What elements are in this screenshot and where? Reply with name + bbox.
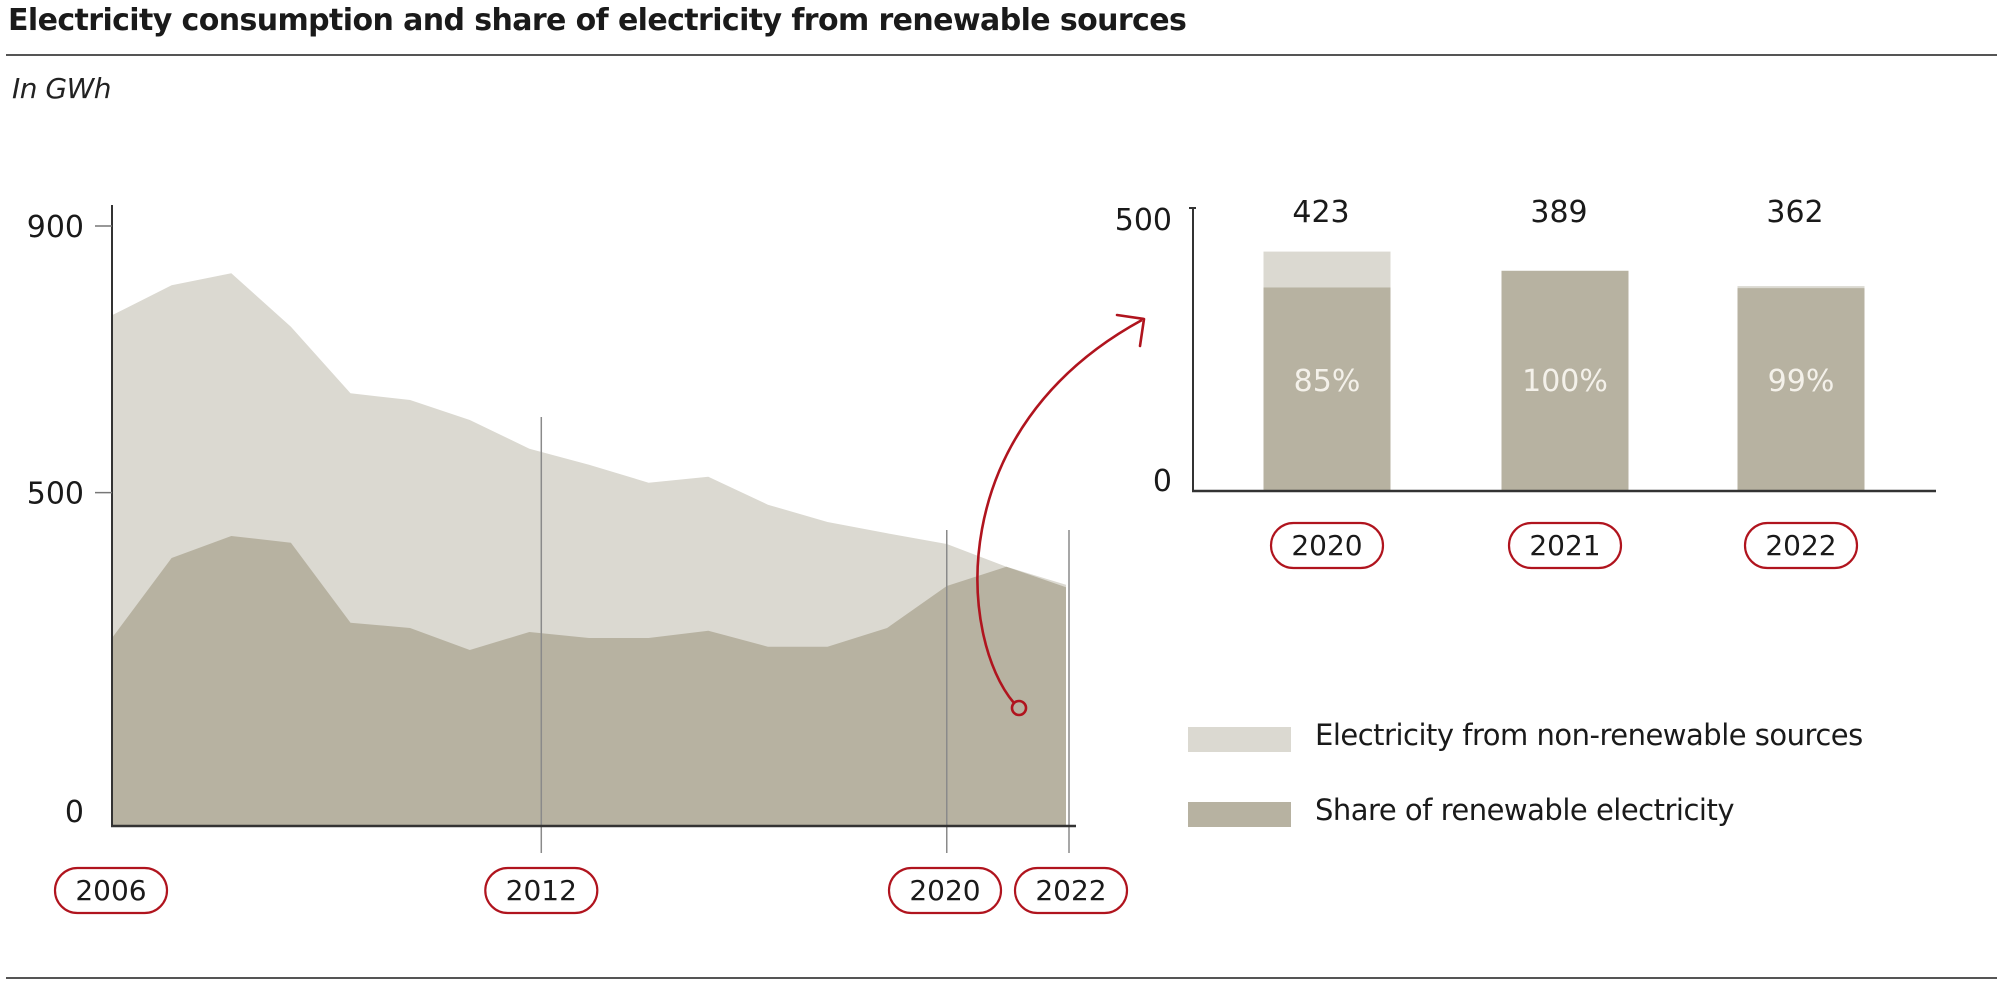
bar-category-label: 2021 [1529,529,1600,562]
arrow-origin-circle-icon [1010,699,1028,717]
bar-category-pill-2021: 2021 [1507,521,1623,570]
x-tick-label: 2012 [506,874,577,907]
pill-outline [1013,866,1129,915]
pill-outline [484,866,599,915]
bar-2020: 423 85% [1263,195,1391,491]
bar-value-label: 389 [1530,195,1587,230]
bar-renewable-segment [1501,270,1629,491]
bar-value-label: 362 [1766,195,1823,230]
bar-y-ticks: 0 500 [1115,203,1172,499]
bar-chart: 423 85% 389 100% 362 99% 0 500 2020 2021 2022 [1115,195,1936,570]
bar-renewable-segment [1263,287,1391,491]
bar-category-pill-2020: 2020 [1269,521,1385,570]
pill-outline [1507,521,1623,570]
arrowhead-icon [1115,313,1146,348]
y-ticks: 0 500 900 [27,210,112,830]
legend-swatch-non-renewable [1188,727,1291,752]
chart-title: Electricity consumption and share of ele… [8,3,1187,38]
x-tick-pill-2006: 2006 [53,866,169,915]
bar-category-label: 2020 [1291,529,1362,562]
y-tick-label: 0 [65,795,84,830]
bottom-divider [6,977,1997,979]
bar-2022: 362 99% [1737,195,1865,491]
bar-category-pill-2022: 2022 [1743,521,1859,570]
top-divider [6,54,1997,56]
arrow-curve [976,318,1143,704]
bar-category-label: 2022 [1765,529,1836,562]
pill-outline [887,866,1003,915]
x-tick-pill-2022: 2022 [1013,866,1129,915]
x-tick-labels: 2006 2012 2020 2022 [53,866,1129,915]
pill-outline [1743,521,1859,570]
bar-2021: 389 100% [1501,195,1629,491]
y-tick-label: 500 [27,477,84,512]
legend-label: Electricity from non-renewable sources [1315,718,1863,752]
bars: 423 85% 389 100% 362 99% [1263,195,1865,491]
y-tick-label: 900 [27,210,84,245]
reference-lines [540,417,1070,853]
pill-outline [1269,521,1385,570]
bar-category-labels: 2020 2021 2022 [1269,521,1859,570]
bar-y-tick-label: 0 [1153,464,1172,499]
bar-percent-label: 99% [1768,364,1835,399]
x-tick-label: 2020 [909,874,980,907]
curved-arrow-icon [976,313,1146,717]
bar-percent-label: 100% [1522,364,1608,399]
chart-subtitle: In GWh [12,72,112,105]
legend-label: Share of renewable electricity [1315,793,1735,827]
legend-item-non-renewable: Electricity from non-renewable sources [1188,718,1988,758]
legend-item-renewable: Share of renewable electricity [1188,793,1988,833]
x-tick-label: 2022 [1035,874,1106,907]
pill-outline [53,866,169,915]
legend-swatch-renewable [1188,802,1291,827]
bar-value-label: 423 [1292,195,1349,230]
bar-y-tick-label: 500 [1115,203,1172,238]
area-renewable [112,536,1066,826]
area-chart: 0 500 900 2006 2012 2020 2022 [27,205,1129,915]
bar-percent-label: 85% [1294,364,1361,399]
bar-renewable-segment [1737,288,1865,491]
x-tick-label: 2006 [75,874,146,907]
x-tick-pill-2012: 2012 [484,866,599,915]
x-tick-pill-2020: 2020 [887,866,1003,915]
